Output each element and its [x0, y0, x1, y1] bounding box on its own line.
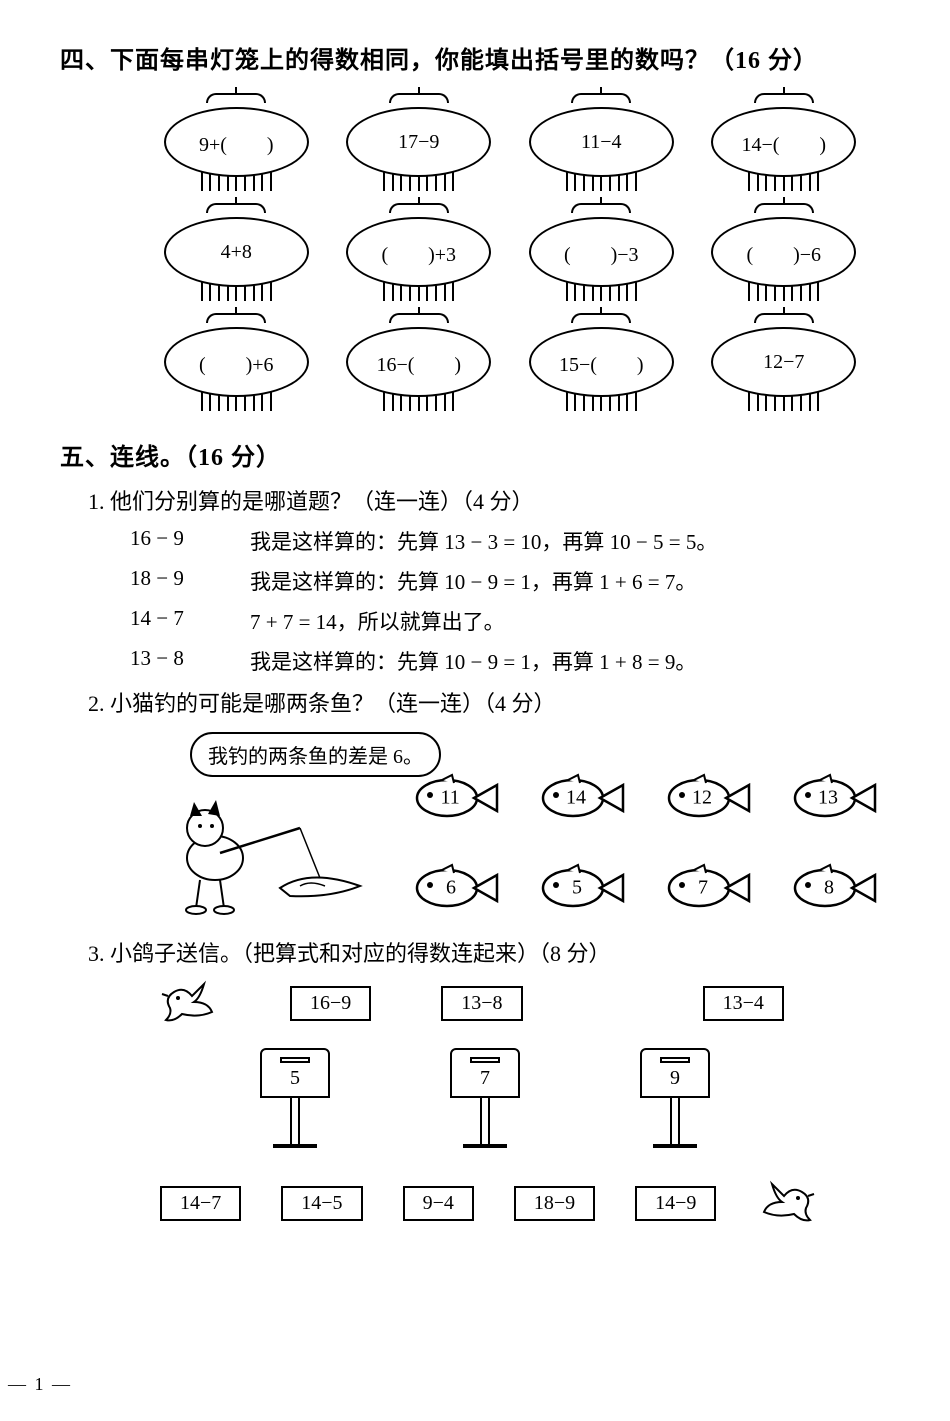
lantern-expr: 16−( )	[346, 327, 491, 397]
mailbox-label: 7	[480, 1067, 490, 1090]
q3-title: 3. 小鸽子送信。（把算式和对应的得数连起来）（8 分）	[88, 936, 890, 968]
lantern-cell: 16−( )	[333, 307, 506, 417]
fish-icon: 7	[644, 853, 764, 923]
expr-box: 14−7	[160, 1186, 241, 1221]
expr-box: 14−9	[635, 1186, 716, 1221]
lantern-cap	[389, 203, 449, 213]
lantern-expr: ( )−3	[529, 217, 674, 287]
lantern-expr: 4+8	[164, 217, 309, 287]
fish-icon: 12	[644, 763, 764, 833]
lantern-cap	[389, 93, 449, 103]
fish-label: 8	[824, 877, 834, 900]
lantern-cap	[571, 93, 631, 103]
q1-table: 16 − 9 我是这样算的：先算 13 − 3 = 10，再算 10 − 5 =…	[130, 526, 890, 676]
lantern-expr: 15−( )	[529, 327, 674, 397]
fish-grid: 11 14 12 13 6 5 7 8	[392, 758, 890, 928]
lantern-cell: 9+( )	[150, 87, 323, 197]
lantern-expr: 17−9	[346, 107, 491, 177]
q2-title: 2. 小猫钓的可能是哪两条鱼？（连一连）（4 分）	[88, 686, 890, 718]
q1-rhs: 7 + 7 = 14，所以就算出了。	[250, 606, 890, 636]
fish-label: 7	[698, 877, 708, 900]
lantern-cap	[389, 313, 449, 323]
lantern-cell: 15−( )	[515, 307, 688, 417]
lantern-cell: 14−( )	[698, 87, 871, 197]
fish-icon: 8	[770, 853, 890, 923]
cat-block: 我钓的两条鱼的差是 6。	[150, 728, 392, 928]
lantern-cap	[206, 313, 266, 323]
expr-box: 13−4	[703, 986, 784, 1021]
mailbox-label: 9	[670, 1067, 680, 1090]
lantern-cap	[206, 203, 266, 213]
lantern-cap	[754, 313, 814, 323]
fish-label: 5	[572, 877, 582, 900]
cat-icon	[160, 768, 420, 918]
fish-label: 6	[446, 877, 456, 900]
mailbox-icon: 9	[640, 1048, 710, 1148]
expr-box: 18−9	[514, 1186, 595, 1221]
speech-bubble: 我钓的两条鱼的差是 6。	[190, 732, 441, 777]
q1-rhs: 我是这样算的：先算 13 − 3 = 10，再算 10 − 5 = 5。	[250, 526, 890, 556]
q1-rhs: 我是这样算的：先算 10 − 9 = 1，再算 1 + 8 = 9。	[250, 646, 890, 676]
table-row: 18 − 9 我是这样算的：先算 10 − 9 = 1，再算 1 + 6 = 7…	[130, 566, 890, 596]
lantern-cell: ( )+3	[333, 197, 506, 307]
fish-icon: 6	[392, 853, 512, 923]
q1-lhs: 14 − 7	[130, 606, 250, 636]
expr-box: 14−5	[281, 1186, 362, 1221]
dove-icon	[160, 978, 220, 1028]
page-number: — 1 —	[8, 1374, 72, 1395]
mailbox-label: 5	[290, 1067, 300, 1090]
lantern-cell: 11−4	[515, 87, 688, 197]
mailbox-icon: 5	[260, 1048, 330, 1148]
lantern-cell: ( )−3	[515, 197, 688, 307]
q1-rhs: 我是这样算的：先算 10 − 9 = 1，再算 1 + 6 = 7。	[250, 566, 890, 596]
section-5-title: 五、连线。（16 分）	[60, 437, 890, 472]
lantern-cap	[754, 203, 814, 213]
q1-lhs: 16 − 9	[130, 526, 250, 556]
mailbox-icon: 7	[450, 1048, 520, 1148]
lantern-cap	[571, 313, 631, 323]
fish-icon: 5	[518, 853, 638, 923]
lantern-expr: 9+( )	[164, 107, 309, 177]
lantern-cell: 17−9	[333, 87, 506, 197]
bottom-row: 14−7 14−5 9−4 18−9 14−9	[160, 1178, 900, 1228]
section-4-title: 四、下面每串灯笼上的得数相同，你能填出括号里的数吗？（16 分）	[60, 40, 890, 75]
fish-label: 14	[566, 787, 586, 810]
fish-label: 11	[440, 787, 459, 810]
top-row: 16−9 13−8 13−4	[160, 978, 900, 1028]
table-row: 13 − 8 我是这样算的：先算 10 − 9 = 1，再算 1 + 8 = 9…	[130, 646, 890, 676]
q1-lhs: 18 − 9	[130, 566, 250, 596]
fish-label: 12	[692, 787, 712, 810]
q2-area: 我钓的两条鱼的差是 6。 11 14 12	[150, 728, 890, 928]
q1-lhs: 13 − 8	[130, 646, 250, 676]
mailbox-row: 5 7 9	[260, 1048, 900, 1148]
q1-title: 1. 他们分别算的是哪道题？（连一连）（4 分）	[88, 484, 890, 516]
q3-area: 16−9 13−8 13−4 5 7 9 14−7 14−5 9−4 18−9 …	[160, 978, 900, 1228]
lantern-grid: 9+( ) 17−9 11−4 14−( ) 4+8 ( )+3 ( )−3	[150, 87, 870, 417]
fish-icon: 13	[770, 763, 890, 833]
lantern-expr: ( )+3	[346, 217, 491, 287]
lantern-cell: ( )−6	[698, 197, 871, 307]
lantern-cell: 4+8	[150, 197, 323, 307]
fish-icon: 14	[518, 763, 638, 833]
table-row: 16 − 9 我是这样算的：先算 13 − 3 = 10，再算 10 − 5 =…	[130, 526, 890, 556]
lantern-expr: ( )+6	[164, 327, 309, 397]
expr-box: 16−9	[290, 986, 371, 1021]
lantern-expr: 11−4	[529, 107, 674, 177]
expr-box: 13−8	[441, 986, 522, 1021]
lantern-cell: 12−7	[698, 307, 871, 417]
expr-box: 9−4	[403, 1186, 474, 1221]
lantern-expr: 14−( )	[711, 107, 856, 177]
fish-label: 13	[818, 787, 838, 810]
lantern-cap	[754, 93, 814, 103]
lantern-cell: ( )+6	[150, 307, 323, 417]
lantern-expr: ( )−6	[711, 217, 856, 287]
lantern-cap	[571, 203, 631, 213]
table-row: 14 − 7 7 + 7 = 14，所以就算出了。	[130, 606, 890, 636]
dove-icon	[756, 1178, 816, 1228]
lantern-cap	[206, 93, 266, 103]
lantern-expr: 12−7	[711, 327, 856, 397]
